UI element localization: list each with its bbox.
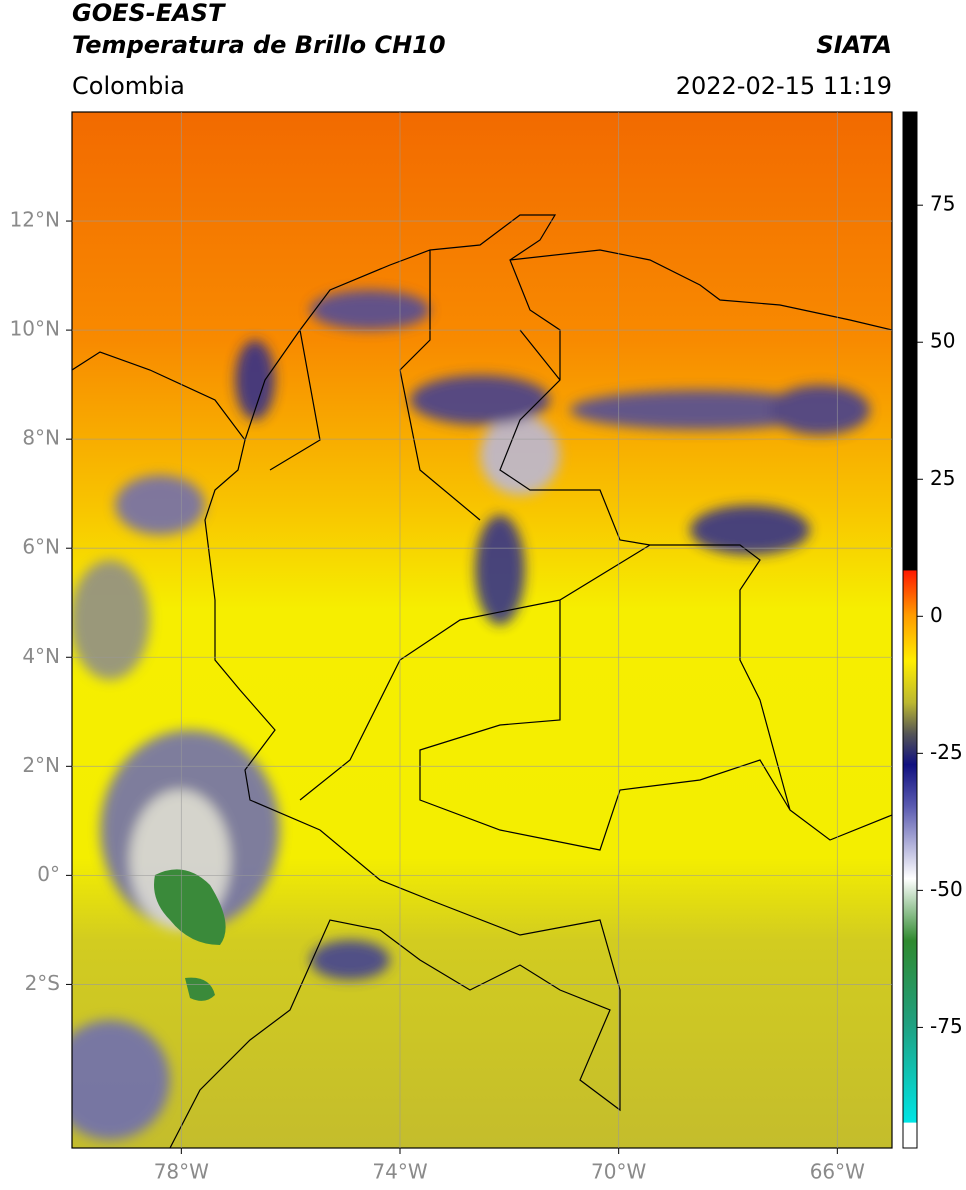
y-tick-label: 12°N [10,208,60,232]
y-tick-label: 2°S [25,971,60,995]
y-tick-label: 2°N [22,753,60,777]
x-tick-label: 78°W [154,1160,209,1184]
colorbar-tick-label: 75 [930,192,955,216]
colorbar-tick-label: 0 [930,603,943,627]
x-tick-label: 70°W [591,1160,646,1184]
title-line2: Temperatura de Brillo CH10 [72,31,446,59]
x-tick-label: 66°W [810,1160,865,1184]
map-image [72,112,892,1148]
y-tick-label: 10°N [10,317,60,341]
colorbar-tick-label: 50 [930,329,955,353]
source: SIATA [816,31,892,59]
region: Colombia [72,72,185,100]
colorbar-tick-label: 25 [930,466,955,490]
title-line1: GOES-EAST [72,0,226,27]
x-tick-label: 74°W [372,1160,427,1184]
colorbar-tick-label: -75 [930,1014,963,1038]
y-tick-label: 0° [37,862,60,886]
timestamp: 2022-02-15 11:19 [676,72,892,100]
y-tick-label: 6°N [22,535,60,559]
colorbar [902,111,918,1149]
colorbar-tick-label: -25 [930,740,963,764]
map-frame [71,111,893,1149]
y-tick-label: 8°N [22,426,60,450]
colorbar-tick-label: -50 [930,877,963,901]
y-tick-label: 4°N [22,644,60,668]
